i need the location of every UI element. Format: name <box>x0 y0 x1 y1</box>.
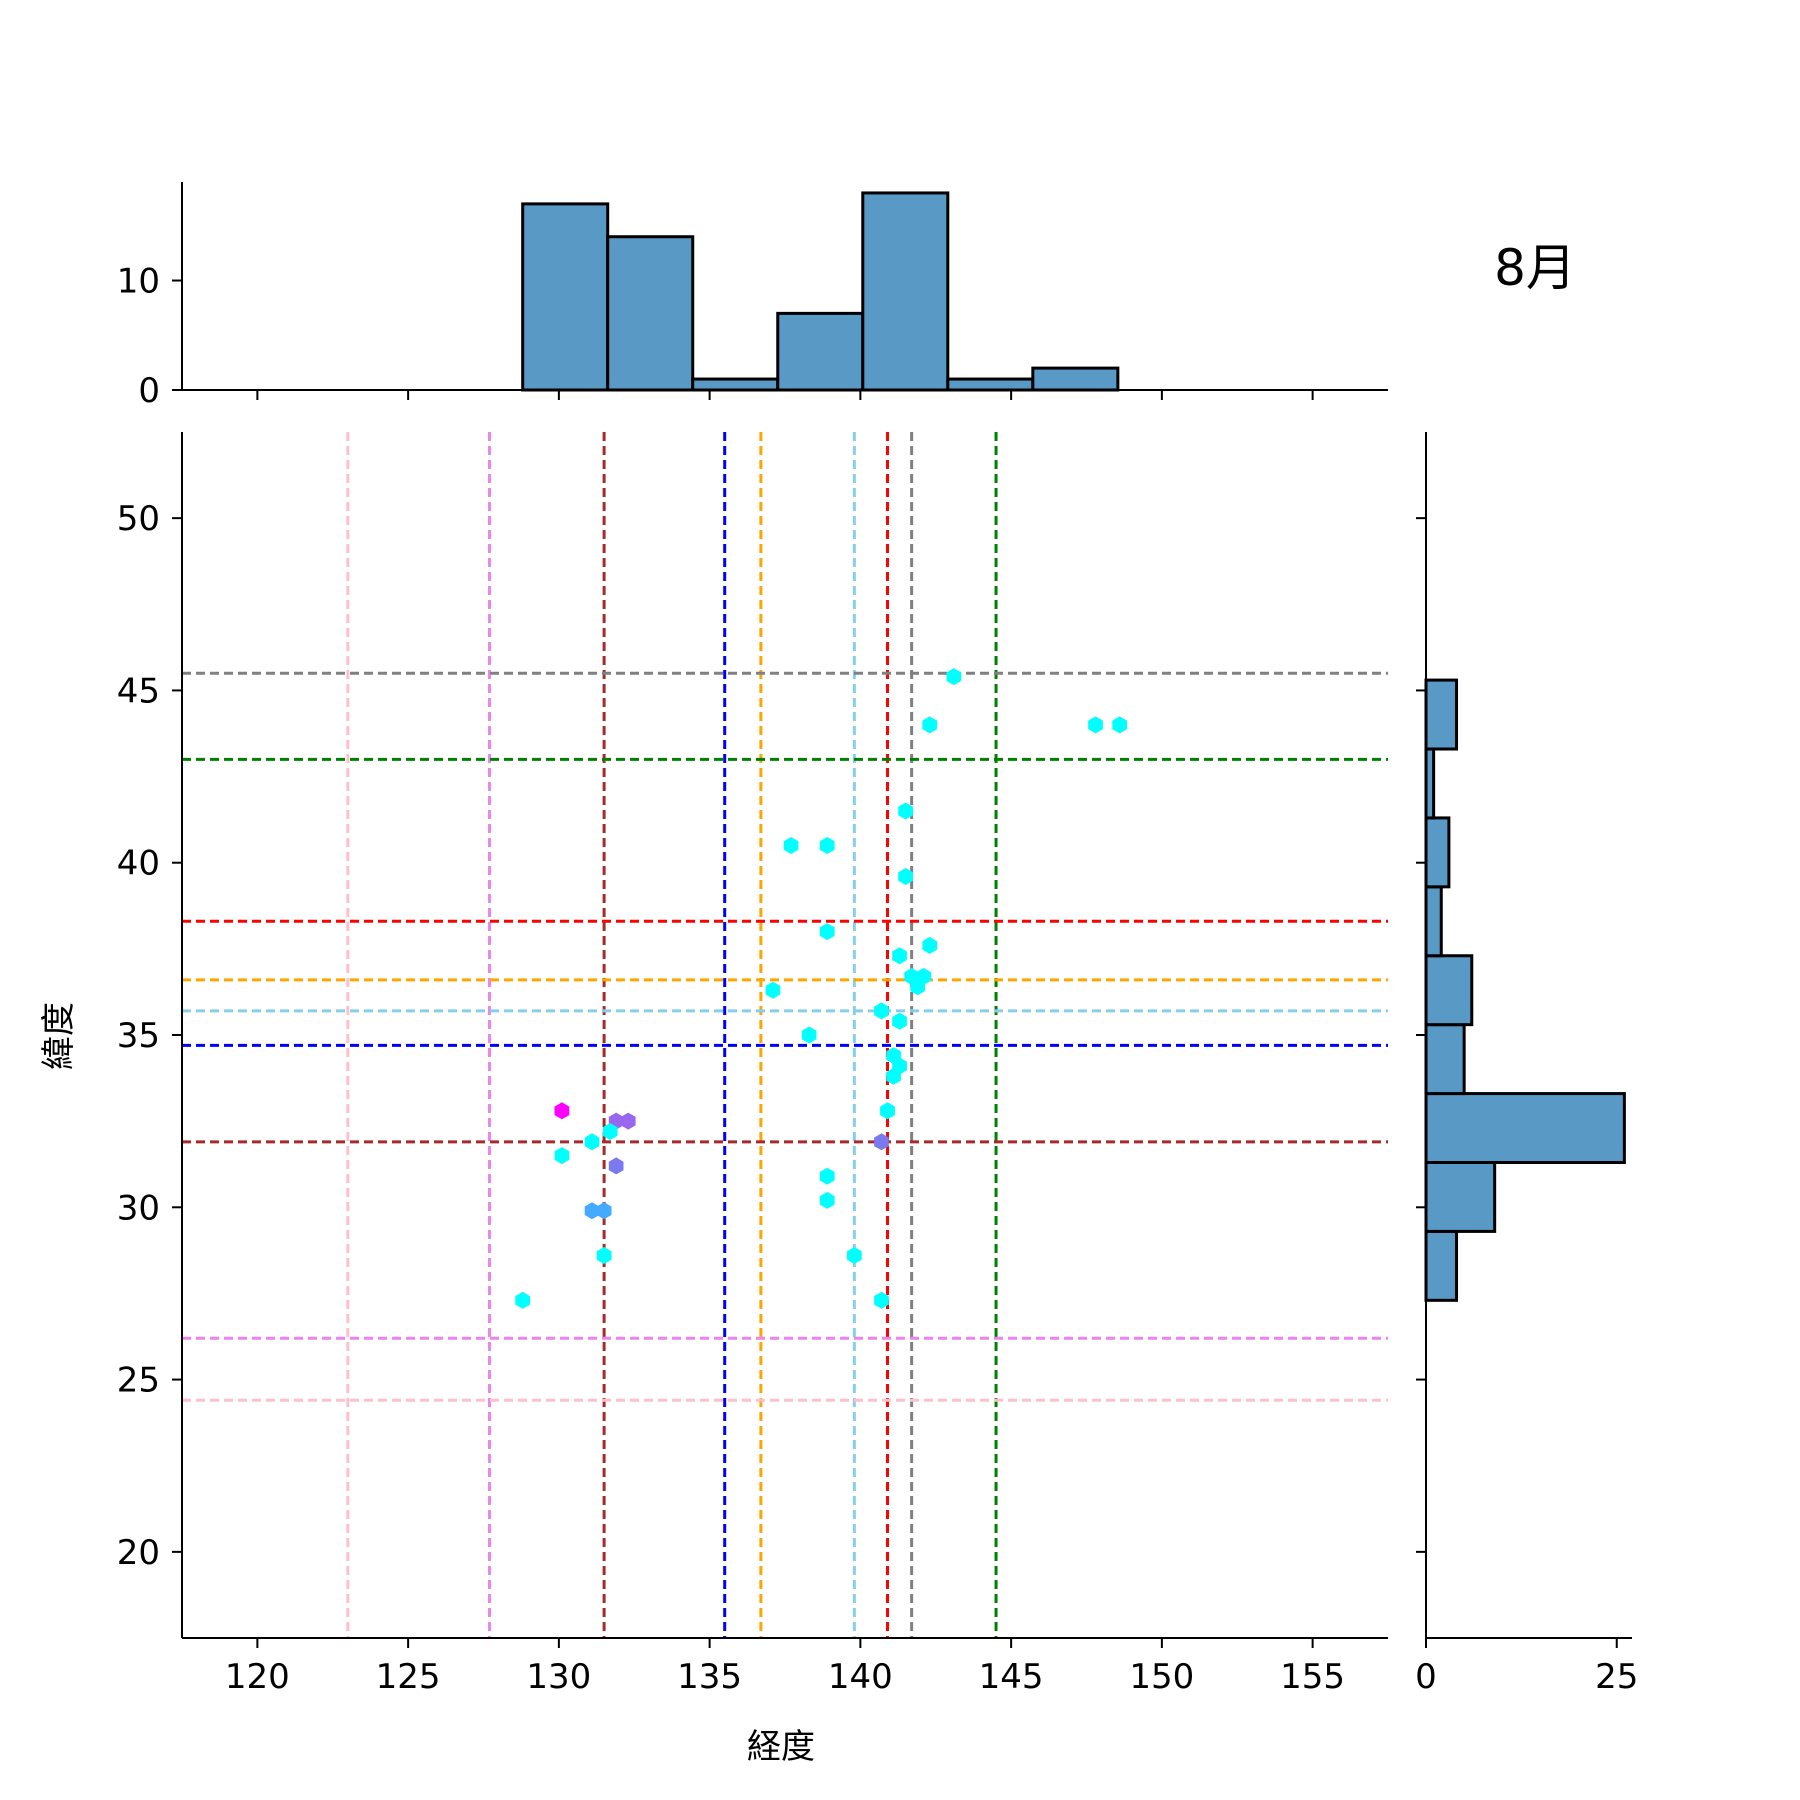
histogram-bar-y <box>1424 1023 1466 1096</box>
data-point <box>596 1202 612 1220</box>
x-tick-label: 135 <box>677 1657 742 1697</box>
chart-title: 8月 <box>1494 239 1576 297</box>
histogram-bar-y <box>1424 1160 1497 1233</box>
histogram-bar-x <box>521 202 610 392</box>
data-point <box>1088 716 1103 734</box>
data-point <box>874 1002 889 1020</box>
data-point <box>608 1157 624 1175</box>
x-tick-label: 130 <box>526 1657 591 1697</box>
data-point <box>819 923 835 941</box>
data-point <box>584 1202 600 1220</box>
y-tick-label: 40 <box>117 844 160 884</box>
right-hist-x-tick-label: 0 <box>1415 1657 1437 1697</box>
data-point <box>880 1102 895 1120</box>
main-axes: 120 125 130 135 140 145 150 155 20 25 30 35 40 45 50 <box>117 432 1388 1697</box>
y-axis-label: 緯度 <box>39 1002 79 1070</box>
y-tick-label: 20 <box>117 1533 160 1573</box>
data-point <box>892 1012 907 1030</box>
histogram-bar-y <box>1424 678 1459 751</box>
data-point <box>554 1102 570 1120</box>
histogram-bar-y <box>1424 1229 1459 1302</box>
data-point <box>922 936 938 954</box>
data-point <box>892 947 907 965</box>
histogram-bar-y <box>1424 747 1436 820</box>
data-point <box>922 716 938 734</box>
data-point <box>874 1291 889 1309</box>
histogram-bar-y <box>1424 1092 1626 1164</box>
right-hist-x-tick-label: 25 <box>1595 1657 1638 1697</box>
x-tick-label: 125 <box>376 1657 441 1697</box>
histogram-bar-y <box>1424 954 1474 1027</box>
data-point <box>898 868 913 885</box>
data-point <box>946 668 962 686</box>
x-axis-label: 経度 <box>747 1727 815 1767</box>
top-marginal-histogram: 0 10 <box>117 182 1388 411</box>
y-tick-label: 45 <box>117 671 160 711</box>
histogram-bar-x <box>1031 366 1120 392</box>
histogram-bar-y <box>1424 885 1443 958</box>
data-point <box>620 1112 636 1130</box>
data-point <box>783 837 799 854</box>
y-tick-label: 50 <box>117 499 160 539</box>
histogram-bar-x <box>691 377 780 392</box>
top-hist-y-tick-label: 0 <box>138 371 160 411</box>
histogram-bar-x <box>776 311 865 392</box>
data-point <box>584 1133 600 1151</box>
data-point <box>819 837 835 854</box>
x-tick-label: 150 <box>1129 1657 1194 1697</box>
histogram-bar-x <box>861 191 950 392</box>
data-point <box>886 1067 901 1085</box>
data-point <box>596 1247 612 1264</box>
histogram-bar-y <box>1424 816 1451 889</box>
data-point <box>1112 716 1127 734</box>
reference-lines <box>182 432 1388 1638</box>
x-tick-label: 120 <box>225 1657 290 1697</box>
data-point <box>515 1291 531 1309</box>
data-point <box>898 802 913 820</box>
right-marginal-histogram: 0 25 <box>1415 432 1638 1697</box>
x-tick-label: 140 <box>828 1657 893 1697</box>
data-point <box>801 1026 817 1044</box>
x-tick-label: 145 <box>979 1657 1044 1697</box>
histogram-bar-x <box>946 377 1035 392</box>
y-tick-label: 25 <box>117 1361 160 1401</box>
data-point <box>874 1133 889 1151</box>
histogram-bar-x <box>606 235 695 392</box>
data-point <box>554 1147 570 1165</box>
x-tick-label: 155 <box>1280 1657 1345 1697</box>
data-point <box>847 1247 862 1264</box>
y-tick-label: 30 <box>117 1188 160 1228</box>
y-tick-label: 35 <box>117 1016 160 1056</box>
data-point <box>819 1167 835 1185</box>
top-hist-y-tick-label: 10 <box>117 262 160 302</box>
data-point <box>765 981 781 999</box>
data-point <box>910 978 925 996</box>
data-point <box>602 1123 618 1140</box>
scatter-points <box>515 668 1127 1309</box>
data-point <box>819 1191 835 1209</box>
